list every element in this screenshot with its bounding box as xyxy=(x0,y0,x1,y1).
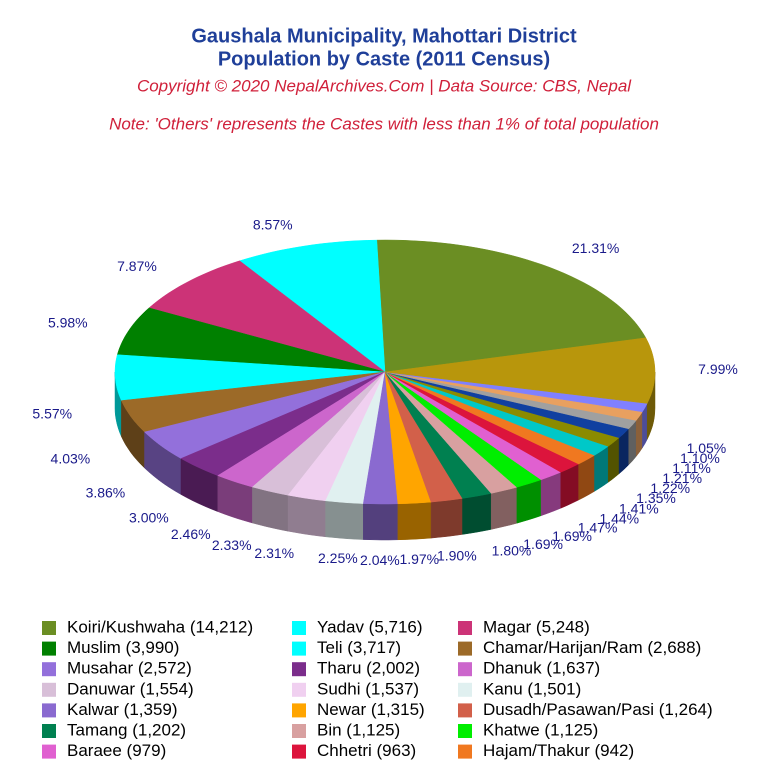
slice xyxy=(239,239,386,373)
value-label: 3.86% xyxy=(86,484,126,500)
value-label: 2.04% xyxy=(360,552,400,568)
value-label: 5.98% xyxy=(48,315,88,331)
slice xyxy=(251,371,386,496)
value-label: 21.31% xyxy=(572,240,619,256)
legend-label: Sudhi (1,537) xyxy=(317,679,419,698)
slice xyxy=(116,307,386,373)
value-label: 1.41% xyxy=(619,500,659,516)
value-label: 7.99% xyxy=(698,361,738,377)
value-label: 1.21% xyxy=(662,470,702,486)
slice-sides xyxy=(114,371,656,541)
value-label: 8.57% xyxy=(253,216,293,232)
legend-label: Koiri/Kushwaha (14,212) xyxy=(67,617,253,636)
value-label: 1.97% xyxy=(399,551,439,567)
legend-label: Dusadh/Pasawan/Pasi (1,264) xyxy=(483,700,713,719)
legend-label: Tamang (1,202) xyxy=(67,720,186,739)
legend-swatch xyxy=(42,744,56,759)
legend-label: Tharu (2,002) xyxy=(317,659,420,678)
legend-swatch xyxy=(42,641,56,656)
legend-swatch xyxy=(458,641,472,656)
slice xyxy=(325,371,386,504)
value-label: 2.31% xyxy=(254,545,294,561)
legend-swatch xyxy=(292,744,306,759)
value-label: 2.25% xyxy=(318,550,358,566)
slice xyxy=(180,371,386,476)
note: Note: 'Others' represents the Castes wit… xyxy=(109,114,659,133)
value-label: 1.35% xyxy=(636,490,676,506)
legend-label: Danuwar (1,554) xyxy=(67,679,194,698)
value-label: 2.46% xyxy=(171,526,211,542)
slice xyxy=(287,371,386,502)
value-label: 7.87% xyxy=(117,258,157,274)
copyright: Copyright © 2020 NepalArchives.Com | Dat… xyxy=(137,76,632,95)
legend-label: Teli (3,717) xyxy=(317,638,401,657)
value-label: 1.47% xyxy=(578,519,618,535)
legend-label: Magar (5,248) xyxy=(483,617,590,636)
legend-label: Dhanuk (1,637) xyxy=(483,659,600,678)
legend-label: Khatwe (1,125) xyxy=(483,720,598,739)
legend-swatch xyxy=(458,662,472,677)
slice-labels: 21.31% 8.57% 7.87% 5.98% 5.57% 4.03% 3.86%3.00… xyxy=(32,216,737,567)
value-label: 1.11% xyxy=(672,460,711,476)
chart-subtitle: Population by Caste (2011 Census) xyxy=(218,48,550,70)
legend-swatch xyxy=(292,703,306,718)
value-label: 1.10% xyxy=(680,450,720,466)
legend-label: Hajam/Thakur (942) xyxy=(483,741,634,760)
legend-swatch xyxy=(292,682,306,697)
slice-side xyxy=(462,493,492,535)
value-label: 1.44% xyxy=(599,510,639,526)
value-label: 1.22% xyxy=(650,480,690,496)
slice-side xyxy=(490,486,518,530)
legend-label: Kalwar (1,359) xyxy=(67,700,178,719)
legend-label: Chhetri (963) xyxy=(317,741,416,760)
legend-label: Newar (1,315) xyxy=(317,700,425,719)
legend-swatch xyxy=(458,724,472,738)
slice xyxy=(114,354,386,401)
legend-swatch xyxy=(292,641,306,656)
value-label: 1.90% xyxy=(437,548,477,564)
slice xyxy=(148,260,386,373)
legend-swatch xyxy=(458,682,472,697)
value-label: 1.69% xyxy=(552,528,592,544)
legend-swatch xyxy=(292,662,306,677)
legend-swatch xyxy=(42,724,56,738)
chart-title: Gaushala Municipality, Mahottari Distric… xyxy=(191,25,577,47)
legend-swatch xyxy=(458,703,472,718)
value-label: 4.03% xyxy=(51,450,91,466)
slice xyxy=(217,371,386,488)
slice xyxy=(384,337,656,404)
slice-side xyxy=(397,501,432,541)
slice-side xyxy=(363,503,399,541)
legend-label: Kanu (1,501) xyxy=(483,679,581,698)
value-label: 1.80% xyxy=(492,543,532,559)
legend-swatch xyxy=(292,621,306,635)
slice-tops xyxy=(114,239,656,505)
legend-swatch xyxy=(292,724,306,738)
legend-label: Yadav (5,716) xyxy=(317,617,423,636)
legend-swatch xyxy=(42,703,56,718)
value-label: 5.57% xyxy=(32,405,72,421)
value-label: 3.00% xyxy=(129,509,169,525)
legend-label: Muslim (3,990) xyxy=(67,638,179,657)
slice-side xyxy=(430,498,463,539)
legend-label: Musahar (2,572) xyxy=(67,659,192,678)
legend-swatch xyxy=(42,682,56,697)
legend-swatch xyxy=(42,621,56,635)
value-label: 2.33% xyxy=(212,537,252,553)
value-label: 1.05% xyxy=(687,440,727,456)
slice xyxy=(121,371,386,433)
slice-side xyxy=(325,500,364,540)
slice xyxy=(376,239,647,373)
slice-side xyxy=(287,494,326,538)
legend-swatch xyxy=(42,662,56,677)
slice xyxy=(143,371,386,459)
legend-swatch xyxy=(458,621,472,635)
value-label: 1.69% xyxy=(523,536,563,552)
legend-swatch xyxy=(458,744,472,759)
legend-label: Chamar/Harijan/Ram (2,688) xyxy=(483,638,701,657)
legend-label: Bin (1,125) xyxy=(317,720,400,739)
legend-label: Baraee (979) xyxy=(67,741,166,760)
